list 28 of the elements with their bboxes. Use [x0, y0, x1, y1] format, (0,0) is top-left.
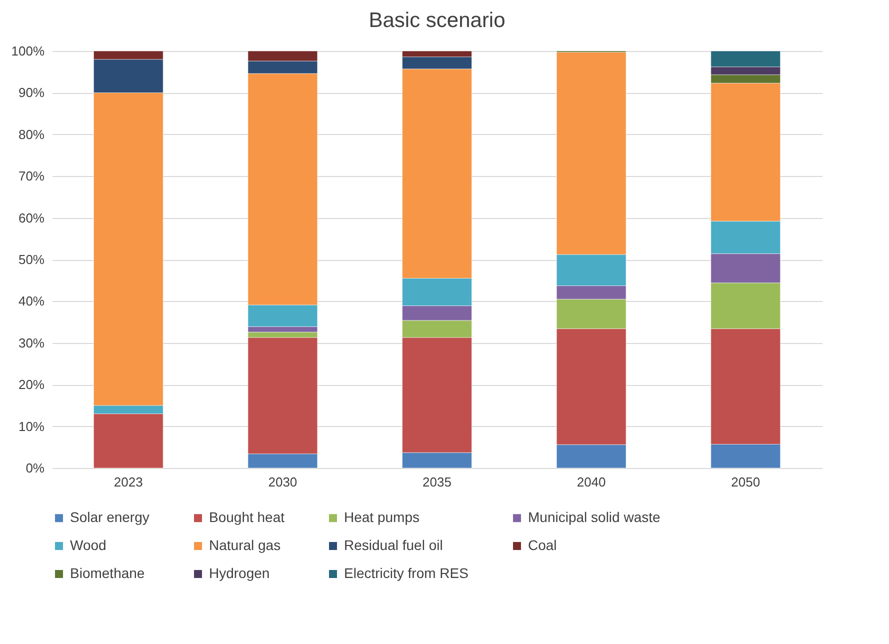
- y-tick-label: 90%: [18, 85, 45, 100]
- y-tick-label: 0%: [26, 460, 45, 476]
- y-tick-label: 40%: [18, 294, 45, 309]
- x-tick-label: 2040: [576, 474, 606, 490]
- y-tick-label: 50%: [18, 252, 45, 267]
- x-tick-label: 2023: [114, 474, 143, 490]
- x-tick-label: 2050: [731, 474, 760, 490]
- legend-label: Municipal solid waste: [528, 509, 660, 526]
- legend-label: Electricity from RES: [344, 565, 468, 581]
- y-tick-label: 100%: [11, 44, 45, 58]
- legend-label: Bought heat: [209, 509, 285, 526]
- y-tick-label: 60%: [18, 210, 45, 226]
- y-tick-label: 30%: [18, 335, 45, 350]
- legend-label: Residual fuel oil: [344, 537, 443, 553]
- y-tick-label: 10%: [18, 418, 45, 434]
- legend-label: Wood: [70, 537, 106, 553]
- legend-label: Coal: [528, 537, 557, 553]
- chart-title: Basic scenario: [368, 9, 506, 32]
- x-tick-label: 2035: [422, 474, 452, 490]
- x-tick-label: 2030: [268, 474, 298, 490]
- y-tick-label: 80%: [18, 126, 45, 142]
- y-tick-label: 20%: [18, 377, 45, 392]
- legend-label: Heat pumps: [344, 509, 420, 526]
- y-tick-label: 70%: [18, 168, 45, 184]
- legend-label: Biomethane: [70, 565, 145, 581]
- legend-label: Hydrogen: [209, 565, 270, 581]
- legend-label: Solar energy: [70, 509, 150, 526]
- legend-label: Natural gas: [209, 537, 281, 553]
